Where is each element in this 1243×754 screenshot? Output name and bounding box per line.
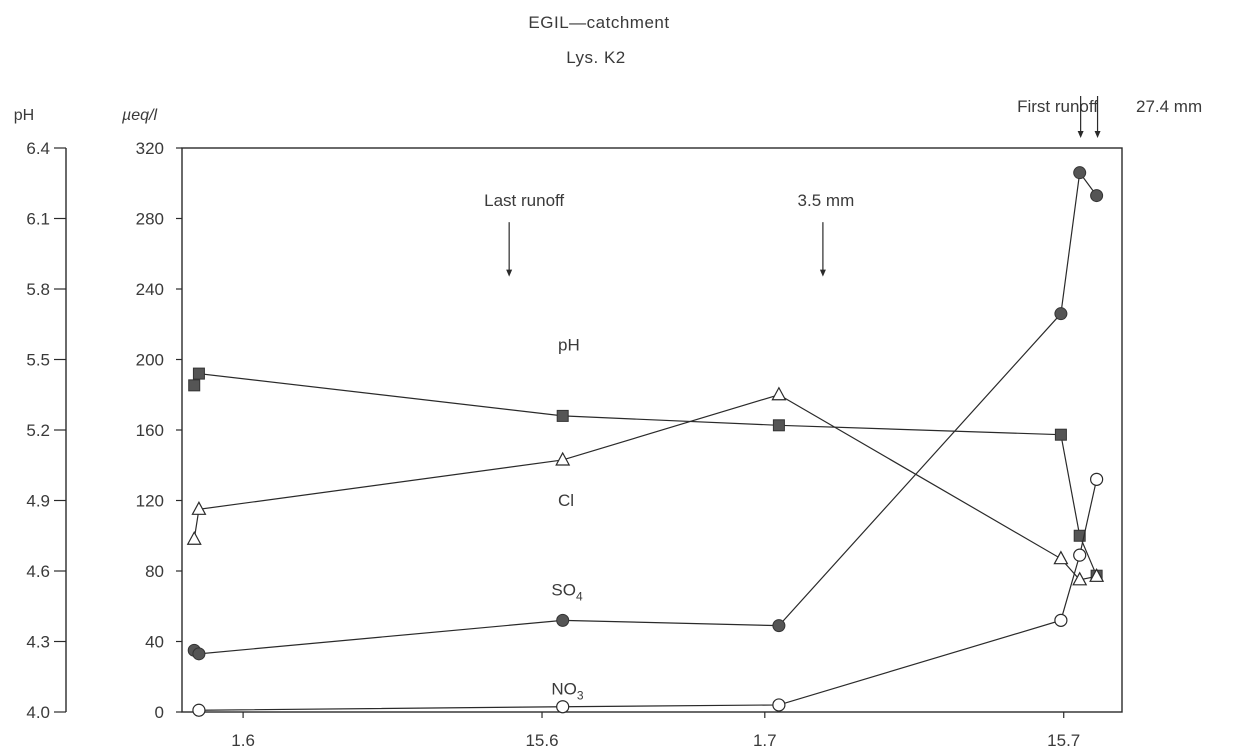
ph-axis-title: pH [14, 107, 34, 124]
series-label: NO3 [551, 679, 584, 702]
plot-border [181, 147, 1123, 713]
data-point-square [1054, 428, 1067, 441]
data-point-open-circle [192, 703, 206, 717]
series-line [193, 372, 1098, 576]
series-line [193, 394, 1097, 581]
series-layer [186, 166, 1105, 717]
annotation-text: Last runoff [484, 191, 564, 210]
y-tick-label: 80 [145, 562, 164, 581]
data-point-triangle [555, 451, 571, 466]
series-label: SO4 [551, 581, 583, 604]
data-point-open-circle [1054, 613, 1068, 627]
x-axis: 1.6 15.6 1.7 15.7 [231, 712, 1080, 750]
ph-tick-label: 4.6 [26, 562, 50, 581]
data-point-triangle [191, 501, 207, 515]
y-tick-label: 200 [136, 351, 164, 370]
ph-tick-label: 5.8 [26, 280, 50, 299]
series-no3 [192, 472, 1104, 717]
data-point-circle [556, 613, 570, 627]
ueq-axis-title: µeq/l [121, 107, 157, 124]
data-point-square [772, 419, 785, 432]
data-point-square [192, 367, 205, 380]
first-runoff-label: First runoff [1017, 97, 1098, 116]
data-point-circle [1090, 189, 1104, 203]
x-tick-label: 15.6 [525, 731, 558, 750]
annotation-arrow-head [819, 269, 826, 277]
ph-axis: 4.0 4.3 4.6 4.9 5.2 5.5 5.8 6.1 6.4 [26, 139, 67, 722]
y-tick-label: 320 [136, 139, 164, 158]
y-tick-label: 120 [136, 492, 164, 511]
data-point-open-circle [556, 700, 570, 714]
data-point-open-circle [772, 698, 786, 712]
first-runoff-arrow-head [1094, 131, 1101, 138]
y-tick-label: 280 [136, 210, 164, 229]
series-labels: pH Cl SO4 NO3 [551, 336, 584, 703]
first-runoff-arrow-head [1077, 131, 1084, 138]
annotation-text: 3.5 mm [798, 191, 855, 210]
first-runoff-amount: 27.4 mm [1136, 97, 1202, 116]
data-point-open-circle [1073, 548, 1087, 562]
x-tick-label: 15.7 [1047, 731, 1080, 750]
annotation-arrow-head [506, 269, 513, 277]
series-label: Cl [558, 491, 574, 510]
data-point-open-circle [1090, 472, 1104, 486]
y-tick-label: 240 [136, 280, 164, 299]
ph-tick-label: 4.9 [26, 492, 50, 511]
series-so4 [187, 166, 1104, 661]
ph-tick-label: 4.0 [26, 703, 50, 722]
data-point-triangle [771, 386, 787, 401]
ph-tick-label: 6.4 [26, 139, 50, 158]
data-point-circle [1054, 307, 1068, 321]
series-cl [186, 386, 1105, 586]
plot-frame [181, 147, 1123, 713]
chart-subtitle: Lys. K2 [566, 48, 626, 67]
series-label: pH [558, 336, 580, 355]
series-ph [188, 367, 1103, 582]
y-axis: 0 40 80 120 160 200 240 280 320 [136, 139, 182, 722]
chart-title: EGIL—catchment [528, 13, 669, 32]
y-tick-label: 0 [155, 703, 164, 722]
data-point-square [556, 409, 569, 422]
data-point-triangle [1053, 550, 1069, 565]
data-point-square [188, 379, 201, 392]
y-tick-label: 160 [136, 421, 164, 440]
x-tick-label: 1.7 [753, 731, 777, 750]
ph-tick-label: 4.3 [26, 633, 50, 652]
data-point-circle [772, 619, 786, 633]
data-point-triangle [1072, 571, 1088, 586]
ph-tick-label: 6.1 [26, 210, 50, 229]
data-point-triangle [186, 531, 202, 545]
annotations: First runoff 27.4 mm Last runoff 3.5 mm [484, 96, 1202, 277]
data-point-square [1073, 529, 1086, 542]
data-point-circle [1073, 166, 1087, 180]
series-line [193, 171, 1098, 655]
series-line [198, 479, 1098, 711]
y-tick-label: 40 [145, 633, 164, 652]
ph-tick-label: 5.2 [26, 421, 50, 440]
data-point-triangle [1089, 568, 1105, 582]
x-tick-label: 1.6 [231, 731, 255, 750]
ph-tick-label: 5.5 [26, 351, 50, 370]
data-point-circle [192, 647, 206, 661]
